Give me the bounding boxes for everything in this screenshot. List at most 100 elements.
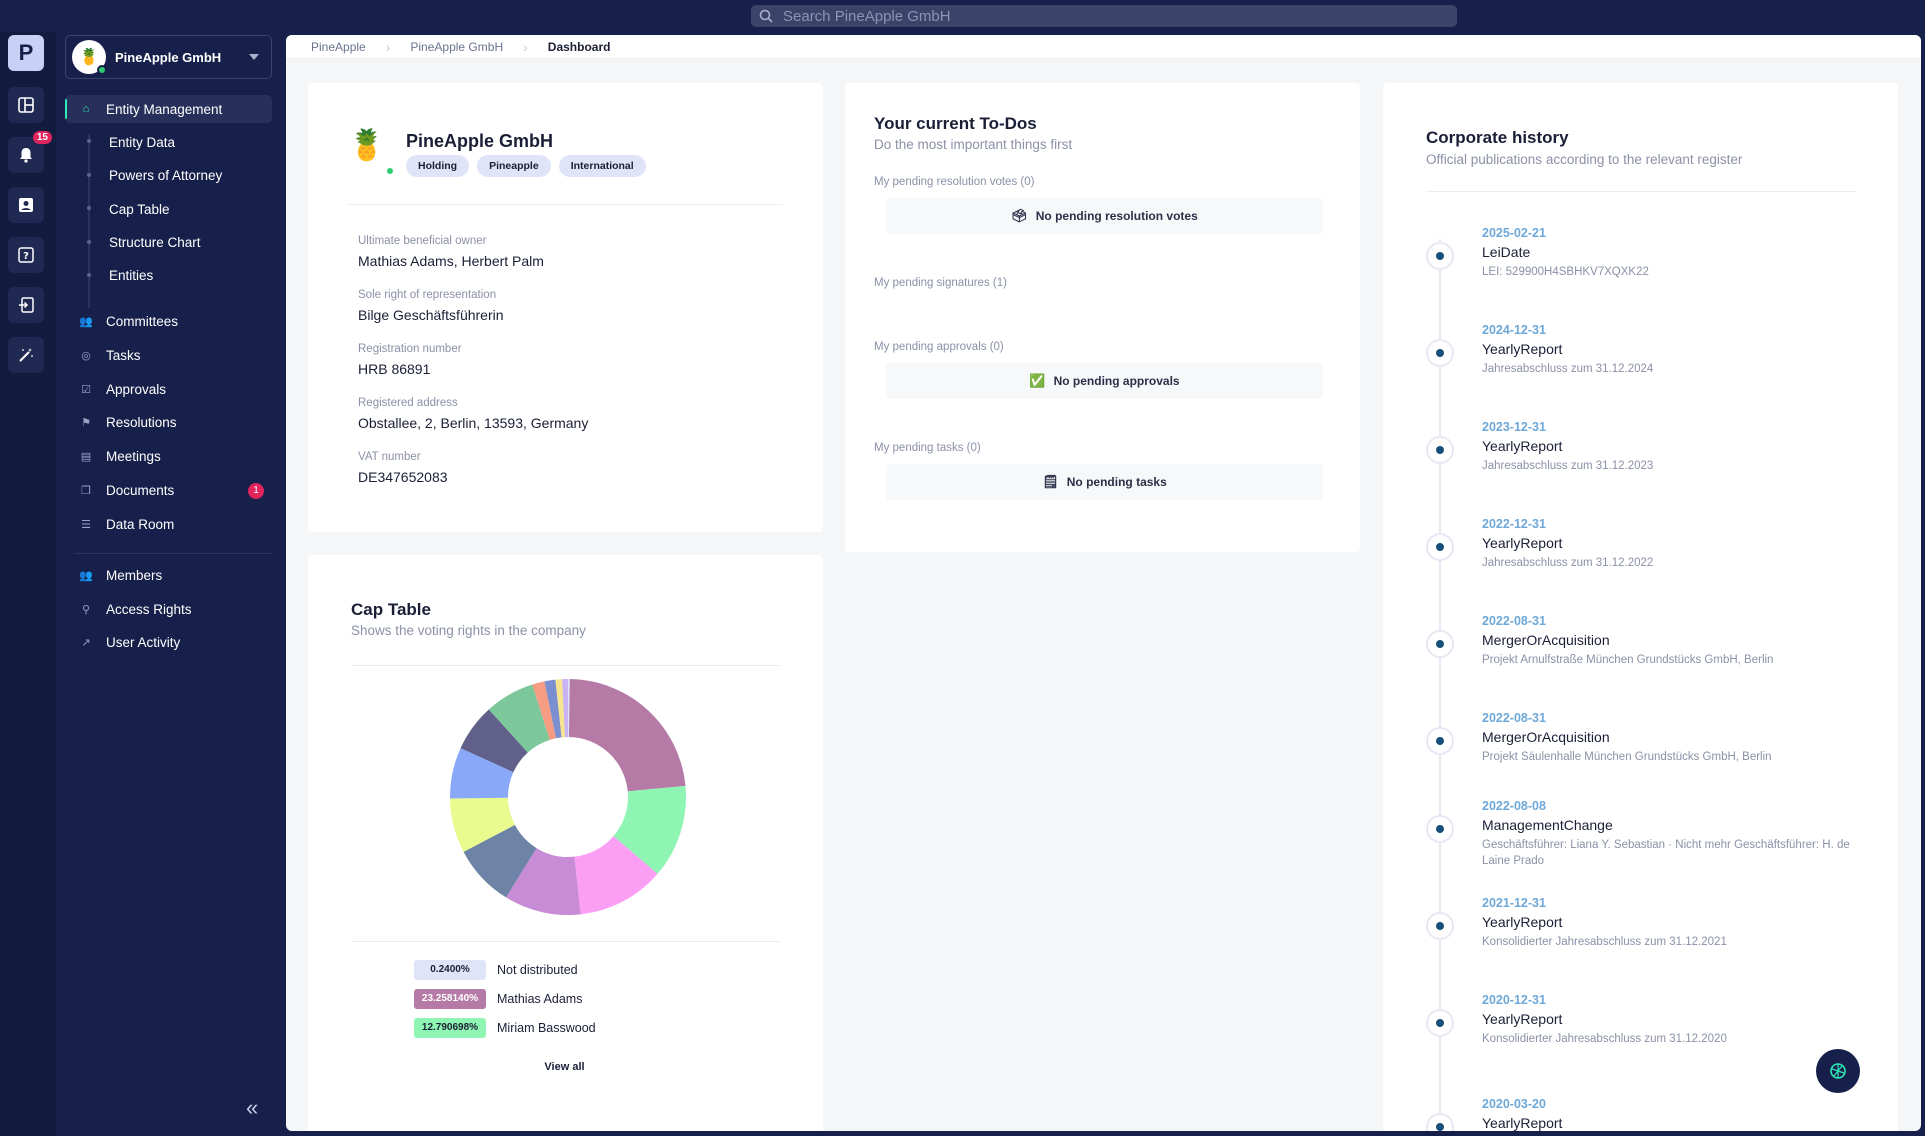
donut-slice[interactable] xyxy=(562,679,568,738)
nav-resolutions[interactable]: ⚑ Resolutions xyxy=(65,408,272,436)
documents-icon: ❐ xyxy=(81,484,91,497)
legend-item[interactable]: 23.258140% Mathias Adams xyxy=(414,989,582,1009)
timeline-node xyxy=(1426,1009,1454,1037)
history-date: 2023-12-31 xyxy=(1482,420,1546,434)
breadcrumb-item[interactable]: PineApple GmbH xyxy=(410,39,504,54)
donut-slice[interactable] xyxy=(463,824,537,898)
tag[interactable]: Pineapple xyxy=(477,155,551,177)
ballot-icon: 🗳 xyxy=(1011,208,1028,223)
nav-meetings[interactable]: ▤ Meetings xyxy=(65,442,272,470)
nav-committees[interactable]: 👥 Committees xyxy=(65,307,272,335)
magic-wand-icon[interactable] xyxy=(8,337,44,373)
field-value: Mathias Adams, Herbert Palm xyxy=(358,253,544,269)
donut-slice[interactable] xyxy=(532,681,557,740)
nav-members[interactable]: 👥 Members xyxy=(65,561,272,589)
home-icon: ⌂ xyxy=(82,103,90,115)
field-label: Registration number xyxy=(358,343,462,355)
entity-tags: Holding Pineapple International xyxy=(406,155,646,177)
subnav-entity-data[interactable]: Entity Data xyxy=(109,134,176,150)
legend-name: Not distributed xyxy=(497,963,578,977)
history-type: YearlyReport xyxy=(1482,914,1563,930)
search-input[interactable]: Search PineApple GmbH xyxy=(751,5,1457,27)
history-type: LeiDate xyxy=(1482,244,1531,260)
legend-item[interactable]: 0.2400% Not distributed xyxy=(414,960,578,980)
corporate-history-card: Corporate history Official publications … xyxy=(1383,83,1898,1131)
history-subtitle: Official publications according to the r… xyxy=(1426,152,1743,167)
collapse-sidebar-button[interactable]: « xyxy=(246,1095,259,1120)
breadcrumb-separator-icon: › xyxy=(523,38,528,55)
donut-slice[interactable] xyxy=(450,748,514,799)
app-logo[interactable]: P xyxy=(8,35,44,71)
nav-access-rights[interactable]: ⚲ Access Rights xyxy=(65,595,272,623)
users-icon: 👥 xyxy=(79,315,93,328)
top-bar: Search PineApple GmbH xyxy=(0,0,1925,32)
history-date: 2022-08-31 xyxy=(1482,711,1546,725)
donut-slice[interactable] xyxy=(460,709,528,773)
field-value: DE347652083 xyxy=(358,469,448,485)
breadcrumb-item[interactable]: PineApple xyxy=(311,39,366,54)
nav-label: Documents xyxy=(106,482,175,498)
subnav-cap-table[interactable]: Cap Table xyxy=(109,201,170,217)
history-description: Geschäftsführer: Liana Y. Sebastian · Ni… xyxy=(1482,839,1850,867)
todos-subtitle: Do the most important things first xyxy=(874,137,1073,152)
history-type: YearlyReport xyxy=(1482,438,1563,454)
history-title: Corporate history xyxy=(1426,128,1569,147)
subnav-entities[interactable]: Entities xyxy=(109,267,154,283)
login-icon[interactable] xyxy=(8,287,44,323)
donut-slice[interactable] xyxy=(574,836,658,915)
organization-selector[interactable]: 🍍 PineApple GmbH xyxy=(65,35,272,79)
legend-value: 23.258140% xyxy=(414,989,486,1009)
nav-label: Members xyxy=(106,567,163,583)
legend-value: 0.2400% xyxy=(414,960,486,980)
tag[interactable]: Holding xyxy=(406,155,470,177)
help-icon[interactable]: ? xyxy=(8,237,44,273)
donut-slice[interactable] xyxy=(568,679,686,792)
breadcrumb-separator-icon: › xyxy=(385,38,391,55)
timeline-node xyxy=(1426,533,1454,561)
donut-slice[interactable] xyxy=(555,679,565,738)
dashboard-icon[interactable] xyxy=(8,87,44,123)
donut-slice[interactable] xyxy=(506,848,581,915)
nav-data-room[interactable]: ☰ Data Room xyxy=(65,510,272,538)
timeline-node xyxy=(1426,912,1454,940)
nav-entity-management[interactable]: ⌂ Entity Management xyxy=(65,95,272,123)
search-placeholder: Search PineApple GmbH xyxy=(783,7,951,25)
field-label: Ultimate beneficial owner xyxy=(358,235,487,247)
nav-tasks[interactable]: ◎ Tasks xyxy=(65,341,272,369)
nav-documents[interactable]: ❐ Documents 1 xyxy=(65,476,272,504)
timeline-node xyxy=(1426,815,1454,843)
donut-slice[interactable] xyxy=(613,785,686,874)
subnav-dot xyxy=(87,273,91,277)
tag[interactable]: International xyxy=(558,155,646,177)
assistant-button[interactable] xyxy=(1816,1049,1860,1093)
todo-section-label: My pending signatures (1) xyxy=(874,277,1007,289)
breadcrumb: PineApple › PineApple GmbH › Dashboard xyxy=(286,35,1921,59)
cap-table-donut-chart[interactable] xyxy=(448,677,688,917)
empty-state-text: No pending tasks xyxy=(1066,475,1167,489)
history-date: 2024-12-31 xyxy=(1482,323,1546,337)
check-square-icon: ☑ xyxy=(81,383,91,396)
field-label: Registered address xyxy=(358,397,458,409)
search-icon xyxy=(759,9,773,23)
nav-user-activity[interactable]: ↗ User Activity xyxy=(65,628,272,656)
history-date: 2022-08-31 xyxy=(1482,614,1546,628)
donut-slice[interactable] xyxy=(488,684,550,753)
subnav-powers-of-attorney[interactable]: Powers of Attorney xyxy=(109,167,223,183)
field-value: Obstallee, 2, Berlin, 13593, Germany xyxy=(358,415,589,431)
legend-item[interactable]: 12.790698% Miriam Basswood xyxy=(414,1018,596,1038)
bell-icon[interactable]: 15 xyxy=(8,131,52,173)
timeline-node xyxy=(1426,727,1454,755)
check-circle-icon: ◎ xyxy=(81,349,91,362)
view-all-link[interactable]: View all xyxy=(544,1061,585,1073)
history-date: 2020-03-20 xyxy=(1482,1097,1546,1111)
subnav-structure-chart[interactable]: Structure Chart xyxy=(109,234,201,250)
contact-card-icon[interactable] xyxy=(8,187,44,223)
nav-approvals[interactable]: ☑ Approvals xyxy=(65,375,272,403)
empty-state-text: No pending approvals xyxy=(1053,374,1180,388)
main-content: PineApple › PineApple GmbH › Dashboard 🍍… xyxy=(286,35,1921,1131)
entity-logo: 🍍 xyxy=(348,129,386,162)
donut-slice[interactable] xyxy=(544,679,562,739)
donut-slice[interactable] xyxy=(450,797,515,852)
flag-icon: ⚑ xyxy=(81,416,91,429)
donut-slice[interactable] xyxy=(568,679,570,738)
